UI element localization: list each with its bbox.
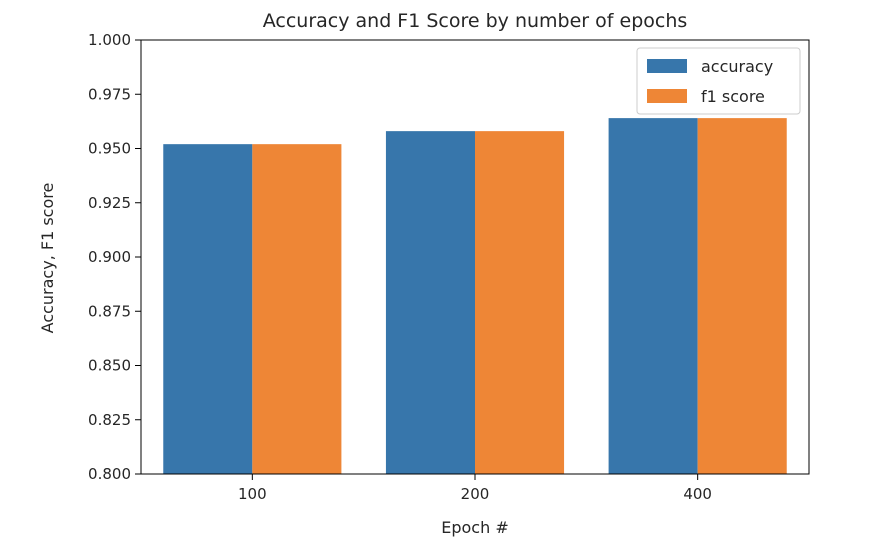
bar-f1-score-200 (475, 131, 565, 474)
bar-accuracy-100 (163, 144, 253, 474)
legend-label: f1 score (701, 87, 765, 106)
y-tick-label: 0.875 (88, 302, 131, 320)
y-tick-label: 0.925 (88, 194, 131, 212)
y-tick-label: 0.900 (88, 248, 131, 266)
y-tick-label: 0.950 (88, 140, 131, 158)
x-axis-title: Epoch # (441, 518, 508, 537)
bars-group (163, 118, 787, 475)
legend-swatch (647, 89, 687, 103)
y-axis: 0.800 0.825 0.850 0.875 0.900 0.925 0.950 0.975… (88, 31, 141, 483)
x-tick-label: 200 (461, 485, 490, 503)
x-tick-label: 400 (683, 485, 712, 503)
bar-f1-score-100 (252, 144, 342, 474)
legend-swatch (647, 59, 687, 73)
legend: accuracy f1 score (636, 47, 801, 115)
bar-f1-score-400 (697, 118, 787, 475)
y-tick-label: 0.825 (88, 411, 131, 429)
legend-label: accuracy (701, 57, 773, 76)
y-tick-label: 0.800 (88, 465, 131, 483)
y-axis-title: Accuracy, F1 score (38, 183, 57, 334)
bar-accuracy-200 (385, 131, 475, 474)
x-tick-label: 100 (238, 485, 267, 503)
plot-frame (140, 39, 810, 475)
bar-accuracy-400 (608, 118, 698, 475)
x-axis: 100 200 400 (238, 474, 712, 503)
chart-title: Accuracy and F1 Score by number of epoch… (263, 10, 688, 32)
y-tick-label: 1.000 (88, 31, 131, 49)
y-tick-label: 0.975 (88, 85, 131, 103)
y-tick-label: 0.850 (88, 357, 131, 375)
